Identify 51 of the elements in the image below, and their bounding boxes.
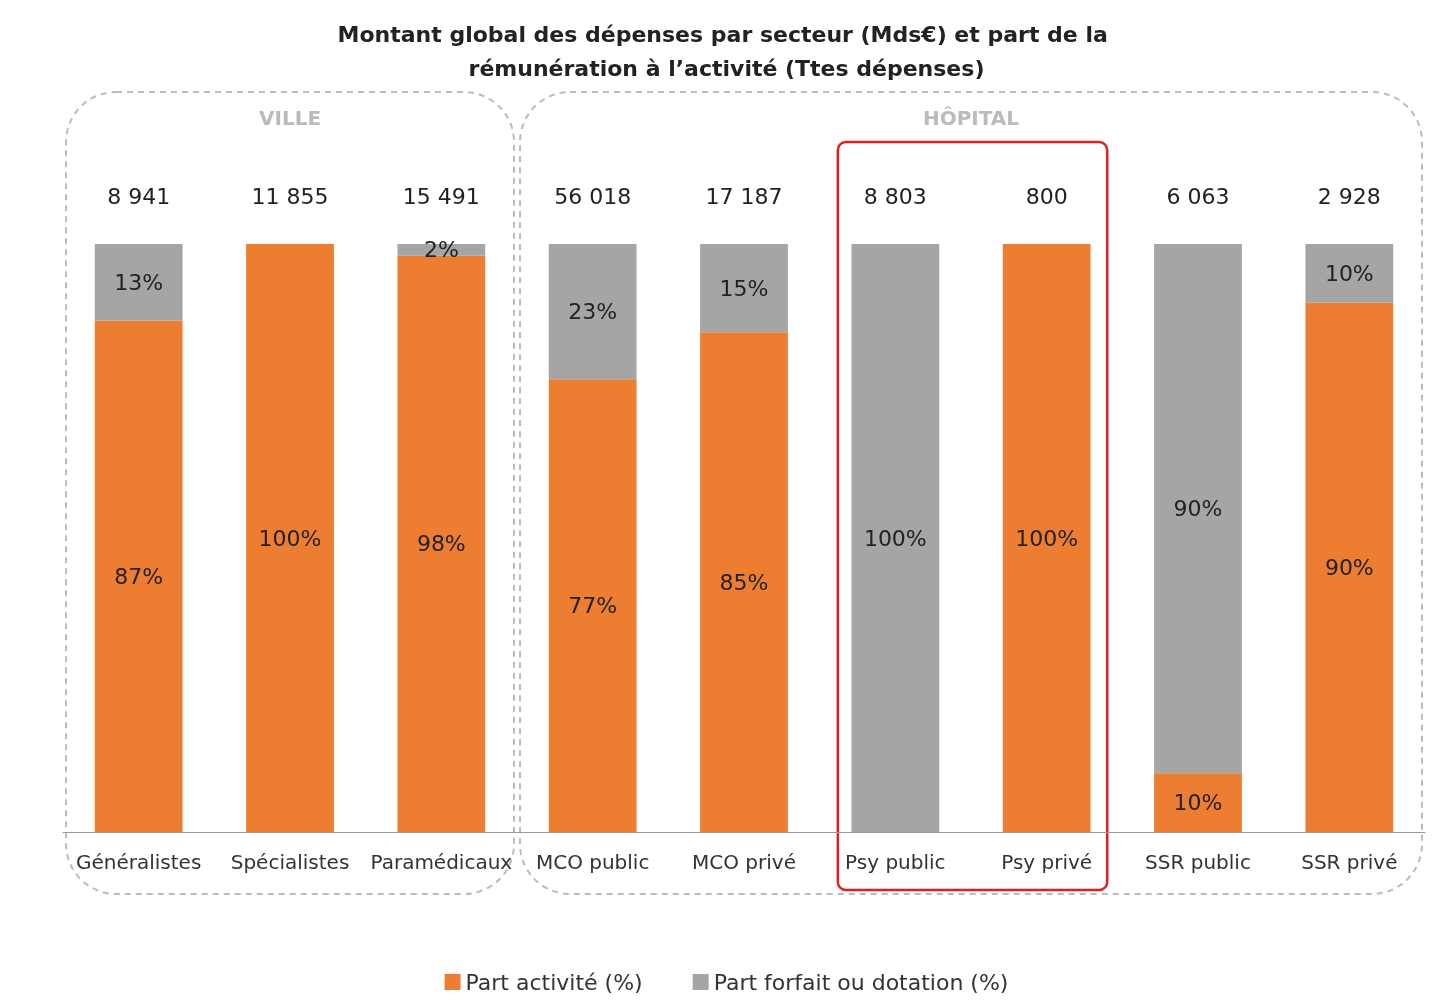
bar bbox=[246, 244, 334, 832]
bar bbox=[1002, 244, 1091, 832]
x-tick-label: Psy privé bbox=[1001, 850, 1093, 874]
x-tick-label: MCO privé bbox=[692, 850, 796, 874]
legend-label: Part activité (%) bbox=[465, 969, 643, 995]
x-tick-label: Psy public bbox=[845, 850, 946, 874]
text: 2 928 bbox=[1317, 183, 1381, 209]
x-tick-label: MCO public bbox=[535, 850, 650, 874]
text: 8 941 bbox=[107, 183, 171, 209]
bar bbox=[1154, 773, 1242, 832]
data-label: 100% bbox=[258, 525, 322, 551]
bar bbox=[700, 244, 788, 333]
text: 11 855 bbox=[251, 183, 329, 209]
data-label: 10% bbox=[1324, 260, 1374, 286]
bar bbox=[548, 379, 637, 832]
text: 17 187 bbox=[705, 183, 783, 209]
data-label: 15% bbox=[719, 275, 769, 301]
data-label: 90% bbox=[1173, 496, 1223, 522]
bar bbox=[94, 320, 183, 832]
data-label: 100% bbox=[1015, 525, 1079, 551]
bar bbox=[1305, 244, 1394, 303]
bar bbox=[1154, 244, 1242, 774]
data-label: 85% bbox=[719, 569, 769, 595]
x-tick-label: SSR privé bbox=[1301, 850, 1398, 874]
x-tick-label: SSR public bbox=[1145, 850, 1251, 874]
x-tick-label: Généralistes bbox=[75, 850, 202, 874]
text: 6 063 bbox=[1166, 183, 1230, 209]
bar bbox=[397, 255, 486, 832]
data-label: 10% bbox=[1173, 790, 1223, 816]
bar bbox=[700, 332, 788, 832]
text: 15 491 bbox=[402, 183, 480, 209]
data-label: 23% bbox=[568, 299, 618, 325]
data-label: 77% bbox=[568, 593, 618, 619]
bar bbox=[1305, 302, 1394, 832]
text: VILLE bbox=[258, 106, 322, 130]
text: 800 bbox=[1025, 183, 1068, 209]
chart-title: Montant global des dépenses par secteur (Mds€) et part de la rémunération à l’activité (Ttes dépenses) bbox=[337, 21, 1116, 81]
data-label: 2% bbox=[423, 237, 459, 263]
data-label: 13% bbox=[114, 269, 164, 295]
bar bbox=[548, 244, 637, 380]
data-label: 98% bbox=[416, 531, 466, 557]
data-label: 90% bbox=[1324, 554, 1374, 580]
text: 8 803 bbox=[863, 183, 927, 209]
x-tick-label: Paramédicaux bbox=[370, 850, 513, 874]
legend-label: Part forfait ou dotation (%) bbox=[713, 969, 1009, 995]
data-label: 100% bbox=[863, 525, 927, 551]
text: HÔPITAL bbox=[922, 106, 1020, 130]
bar bbox=[94, 244, 183, 321]
x-tick-label: Spécialistes bbox=[230, 850, 350, 874]
data-label: 87% bbox=[114, 563, 164, 589]
text: 56 018 bbox=[554, 183, 632, 209]
